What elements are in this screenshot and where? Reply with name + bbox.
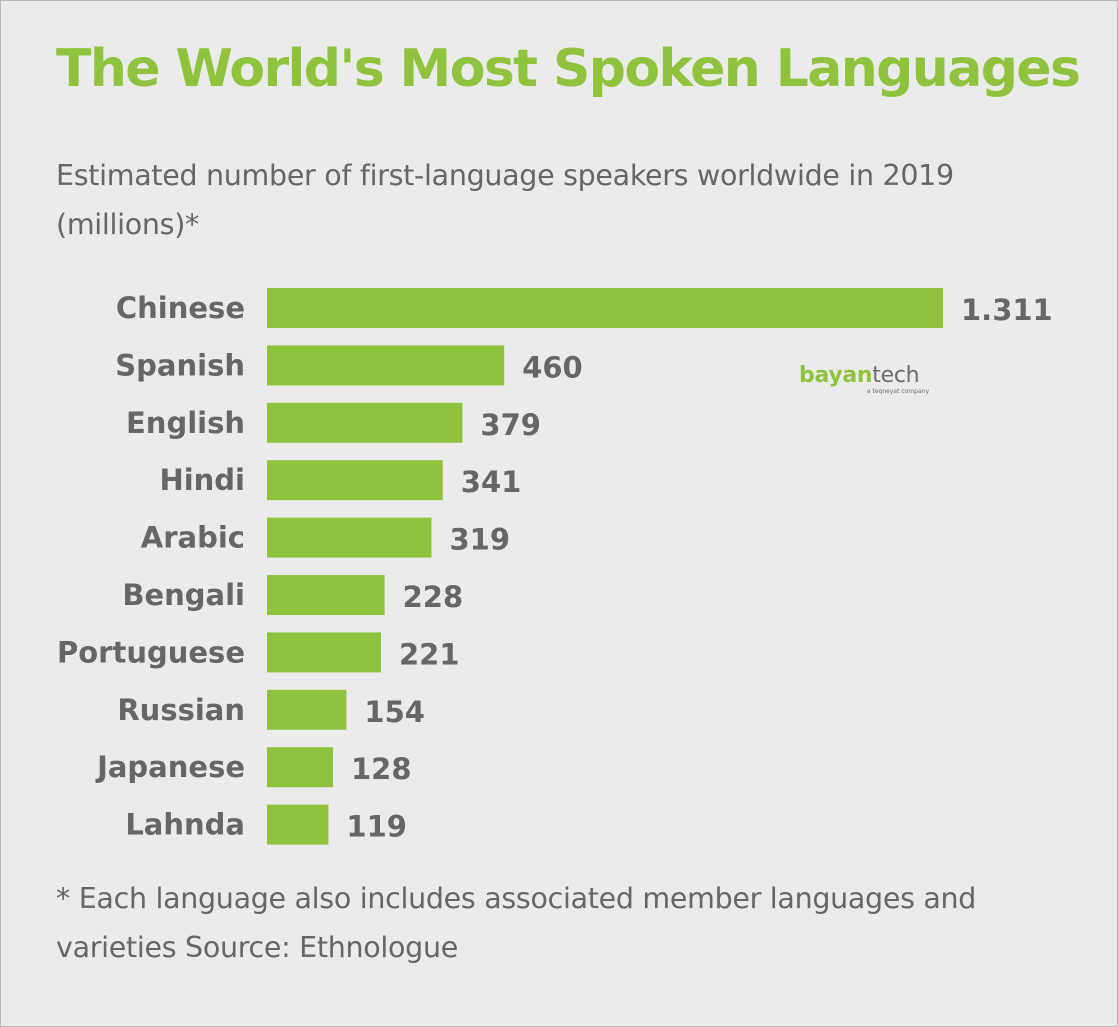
category-label-chinese: Chinese xyxy=(116,291,245,325)
value-label-english: 379 xyxy=(480,408,541,442)
chart-footnote: * Each language also includes associated… xyxy=(56,882,977,964)
bar-bengali xyxy=(267,575,385,615)
category-label-russian: Russian xyxy=(117,693,245,727)
value-label-japanese: 128 xyxy=(351,752,412,786)
value-label-portuguese: 221 xyxy=(399,637,460,671)
bar-japanese xyxy=(267,747,333,788)
bar-english xyxy=(267,402,463,443)
value-label-lahnda: 119 xyxy=(346,810,407,844)
logo-wordmark: bayantech xyxy=(799,363,931,389)
category-label-arabic: Arabic xyxy=(141,521,245,555)
logo-tagline: a teqneyat company xyxy=(866,388,929,395)
logo-word-part2: tech xyxy=(872,363,920,388)
category-label-bengali: Bengali xyxy=(122,578,245,612)
chart-subtitle: Estimated number of first-language speak… xyxy=(56,159,954,241)
bayantech-logo: bayantech a teqneyat company xyxy=(799,363,931,401)
category-label-lahnda: Lahnda xyxy=(125,808,245,842)
bar-lahnda xyxy=(267,804,329,845)
bar-chinese xyxy=(267,288,943,328)
bar-arabic xyxy=(267,517,432,558)
category-label-japanese: Japanese xyxy=(95,750,245,784)
value-label-russian: 154 xyxy=(364,695,425,729)
value-label-hindi: 341 xyxy=(461,465,522,499)
category-label-english: English xyxy=(126,406,245,440)
value-label-bengali: 228 xyxy=(403,580,464,614)
category-label-hindi: Hindi xyxy=(159,463,245,497)
bar-spanish xyxy=(267,345,505,386)
value-label-arabic: 319 xyxy=(450,523,511,557)
logo-word-part1: bayan xyxy=(799,363,873,388)
value-label-spanish: 460 xyxy=(522,350,583,384)
value-label-chinese: 1.311 xyxy=(961,293,1053,327)
category-label-spanish: Spanish xyxy=(115,348,245,382)
bar-portuguese xyxy=(267,632,381,673)
bar-hindi xyxy=(267,460,443,501)
chart-title: The World's Most Spoken Languages xyxy=(56,39,1081,99)
bar-russian xyxy=(267,689,347,730)
category-label-portuguese: Portuguese xyxy=(57,635,245,669)
